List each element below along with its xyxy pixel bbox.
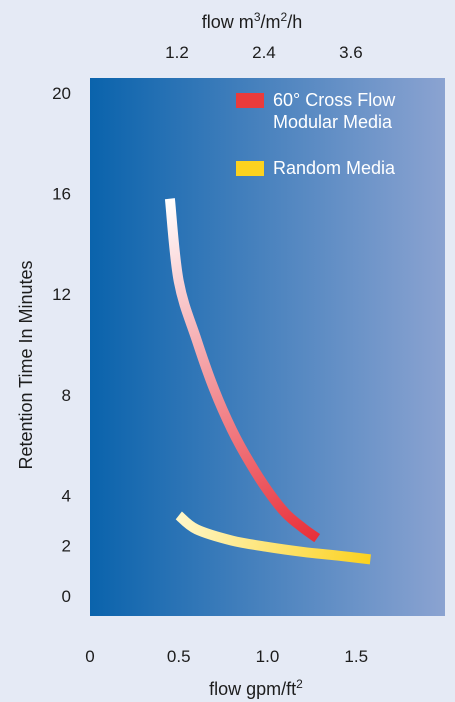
top-x-tick-label: 3.6 (339, 43, 363, 62)
legend-label: Modular Media (273, 112, 393, 132)
legend-label: Random Media (273, 158, 396, 178)
y-axis-title: Retention Time In Minutes (16, 260, 36, 469)
top-x-axis-title-part: flow m (202, 12, 254, 32)
y-tick-label: 0 (62, 587, 71, 606)
top-x-tick-label: 1.2 (165, 43, 189, 62)
x-axis-title: flow gpm/ft2 (209, 677, 303, 699)
y-tick-label: 2 (62, 537, 71, 556)
legend-swatch (236, 93, 264, 108)
series-line-random-media (175, 511, 371, 565)
top-x-axis-title-superscript: 2 (281, 10, 288, 24)
y-tick-label: 20 (52, 84, 71, 103)
legend-label: 60° Cross Flow (273, 90, 396, 110)
top-x-axis-title-part: /h (287, 12, 302, 32)
x-axis-title-superscript: 2 (296, 677, 303, 691)
top-x-axis-title-part: /m (261, 12, 281, 32)
y-tick-label: 8 (62, 386, 71, 405)
top-x-axis-ticks: 1.2 2.4 3.6 (165, 43, 363, 62)
top-x-axis-title-superscript: 3 (254, 10, 261, 24)
top-x-tick-label: 2.4 (252, 43, 276, 62)
x-tick-label: 1.0 (256, 647, 280, 666)
y-axis-ticks: 0 2 4 8 12 16 20 (52, 84, 71, 606)
x-tick-label: 0 (85, 647, 94, 666)
x-axis-ticks: 0 0.5 1.0 1.5 (85, 647, 368, 666)
legend-swatch (236, 161, 264, 176)
y-tick-label: 4 (62, 486, 71, 505)
series-line-cross-flow (164, 198, 321, 543)
plot-area (90, 78, 445, 616)
x-tick-label: 1.5 (344, 647, 368, 666)
y-tick-label: 16 (52, 185, 71, 204)
series-layer (164, 198, 371, 565)
y-tick-label: 12 (52, 285, 71, 304)
x-tick-label: 0.5 (167, 647, 191, 666)
top-x-axis-title: flow m3/m2/h (202, 10, 302, 32)
